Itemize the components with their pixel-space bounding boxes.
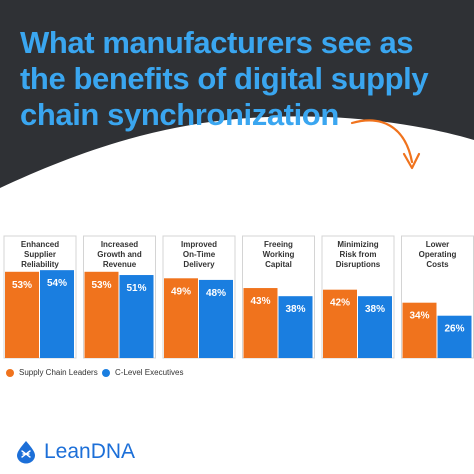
curved-arrow-icon	[350, 119, 414, 164]
category-label: Growth and	[97, 250, 142, 259]
legend-label-leaders: Supply Chain Leaders	[19, 368, 98, 377]
arrow-head-icon	[402, 152, 421, 170]
bar-executives	[199, 279, 233, 358]
legend-item-leaders: Supply Chain Leaders	[6, 368, 98, 377]
category-label: Minimizing	[337, 240, 378, 249]
category-label: Freeing	[264, 240, 293, 249]
category-label: Operating	[419, 250, 457, 259]
legend-dot-executives	[102, 368, 110, 377]
bar-leaders	[323, 289, 357, 358]
bar-leaders	[402, 302, 437, 358]
data-label: 53%	[12, 280, 32, 291]
bar-leaders	[164, 278, 198, 358]
category-label: Enhanced	[21, 240, 59, 249]
data-label: 26%	[444, 324, 464, 335]
bar-leaders	[243, 288, 278, 358]
header-background	[0, 0, 474, 188]
bar-executives	[40, 270, 74, 358]
category-label: Disruptions	[336, 260, 381, 269]
bar-leaders	[5, 271, 39, 358]
title-line-2: the benefits of digital supply	[20, 61, 429, 96]
data-label: 53%	[91, 280, 111, 291]
data-label: 54%	[47, 278, 67, 289]
data-label: 48%	[206, 288, 226, 299]
data-label: 34%	[409, 311, 429, 322]
category-label: Working	[263, 250, 295, 259]
category-label: Lower	[426, 240, 450, 249]
bar-leaders	[84, 271, 119, 358]
header-banner: What manufacturers see as the benefits o…	[0, 0, 474, 200]
data-label: 43%	[250, 296, 270, 307]
data-label: 51%	[126, 283, 146, 294]
data-label: 38%	[365, 304, 385, 315]
category-label: On-Time	[183, 250, 216, 259]
leandna-logo: LeanDNA	[14, 440, 154, 464]
bar-executives	[278, 296, 313, 358]
bar-executives	[358, 296, 392, 358]
legend-dot-leaders	[6, 368, 14, 377]
category-label: Delivery	[183, 260, 215, 269]
category-label: Costs	[426, 260, 449, 269]
legend-item-executives: C-Level Executives	[102, 368, 183, 377]
title-line-3: chain synchronization	[20, 97, 339, 132]
dna-droplet-icon	[17, 441, 35, 464]
category-label: Capital	[265, 260, 292, 269]
category-label: Supplier	[24, 250, 56, 259]
category-label: Revenue	[103, 260, 137, 269]
bar-executives	[437, 315, 472, 358]
category-label: Increased	[101, 240, 138, 249]
data-label: 38%	[285, 304, 305, 315]
category-label: Risk from	[340, 250, 377, 259]
category-label: Reliability	[21, 260, 59, 269]
category-label: Improved	[181, 240, 217, 249]
legend: Supply Chain Leaders C-Level Executives	[6, 368, 306, 384]
logo-text: LeanDNA	[44, 440, 136, 463]
bar-executives	[119, 275, 154, 358]
data-label: 42%	[330, 298, 350, 309]
legend-label-executives: C-Level Executives	[115, 368, 184, 377]
title-line-1: What manufacturers see as	[20, 25, 414, 60]
data-label: 49%	[171, 286, 191, 297]
